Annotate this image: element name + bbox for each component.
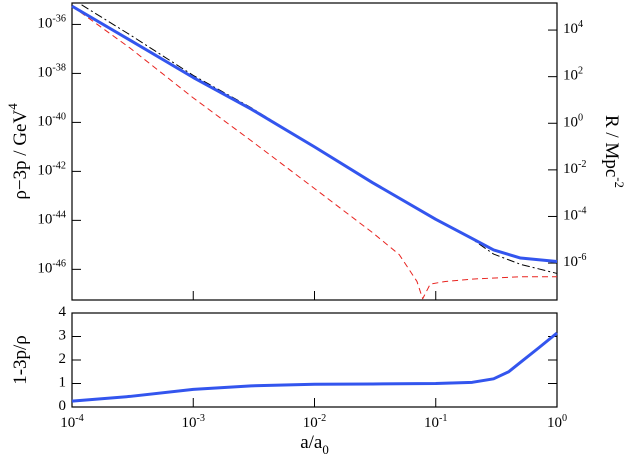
- y-tick-label: 1: [59, 375, 67, 391]
- y-tick-label: 10-44: [37, 209, 66, 228]
- series-line: [71, 331, 558, 403]
- x-tick-label: 10-3: [182, 413, 206, 432]
- y2-axis-label: R / Mpc-2: [601, 115, 626, 188]
- series-line: [81, 4, 558, 274]
- y2-tick-label: 102: [563, 66, 583, 85]
- y-tick-label: 10-36: [37, 13, 66, 32]
- y-tick-label: 0: [59, 398, 67, 414]
- y-axis-label: 1-3p/ρ: [10, 335, 31, 385]
- x-tick-label: 10-4: [60, 413, 84, 432]
- x-tick-label: 10-1: [424, 413, 448, 432]
- y-tick-label: 3: [59, 328, 67, 344]
- y-tick-label: 10-46: [37, 258, 66, 277]
- y2-tick-label: 104: [563, 19, 583, 38]
- y-tick-label: 10-40: [37, 111, 66, 130]
- y2-tick-label: 10-6: [563, 252, 587, 271]
- y-tick-label: 10-38: [37, 62, 66, 81]
- y2-tick-label: 10-2: [563, 159, 587, 178]
- x-tick-label: 10-2: [303, 413, 327, 432]
- y-axis-label: ρ−3p / GeV4: [5, 103, 31, 200]
- x-axis-label: a/a0: [300, 432, 329, 455]
- y-tick-label: 4: [59, 304, 67, 320]
- y2-tick-label: 10-4: [563, 205, 587, 224]
- x-tick-label: 100: [547, 413, 567, 432]
- y-tick-label: 10-42: [37, 160, 66, 179]
- series-line: [71, 4, 558, 263]
- y2-tick-label: 100: [563, 112, 583, 131]
- y-tick-label: 2: [59, 351, 67, 367]
- series-line: [71, 5, 557, 300]
- bottom-frame: [71, 312, 558, 408]
